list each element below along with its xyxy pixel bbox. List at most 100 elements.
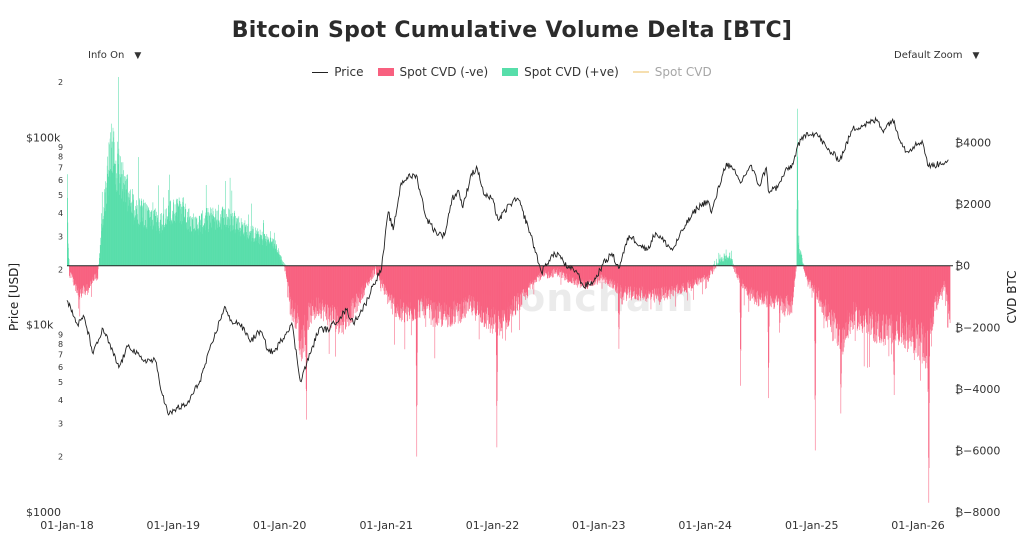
cvd-bar-positive [281, 256, 282, 266]
cvd-bar-negative [777, 265, 778, 306]
cvd-bar-negative [391, 265, 393, 295]
cvd-bar-negative [639, 265, 640, 297]
cvd-bar-negative [611, 265, 613, 280]
cvd-bar-positive [803, 263, 804, 266]
cvd-bar-positive [263, 238, 265, 266]
cvd-bar-positive [269, 248, 271, 266]
cvd-bar-negative [843, 265, 845, 348]
cvd-bar-positive [802, 261, 803, 266]
cvd-bar-negative [927, 265, 929, 390]
cvd-bar-negative [581, 265, 582, 287]
cvd-bar-negative [830, 265, 831, 327]
cvd-bar-positive [199, 219, 201, 266]
cvd-bar-negative [78, 265, 80, 298]
cvd-bar-negative [711, 265, 713, 274]
y-left-tick-label: 7 [58, 351, 63, 360]
cvd-bar-positive [283, 261, 284, 266]
cvd-bar-positive [281, 264, 283, 266]
cvd-bar-negative [664, 265, 666, 288]
cvd-bar-negative [655, 265, 656, 294]
cvd-bar-negative [703, 265, 705, 275]
cvd-bar-negative [932, 265, 933, 331]
cvd-bar-negative [833, 265, 835, 314]
cvd-bar-negative [579, 265, 581, 281]
cvd-bar-positive [730, 258, 731, 266]
cvd-bar-negative [460, 265, 462, 318]
cvd-bar-negative [511, 265, 512, 311]
cvd-bar-positive [718, 263, 719, 266]
cvd-bar-negative [935, 265, 936, 302]
cvd-bar-negative [402, 265, 404, 308]
cvd-bar-negative [841, 265, 842, 374]
cvd-bar-negative [859, 265, 860, 324]
legend-item-price[interactable]: Price [312, 65, 364, 79]
cvd-bar-negative [477, 265, 478, 306]
cvd-bar-positive [152, 229, 153, 266]
cvd-bar-negative [296, 265, 298, 314]
cvd-bar-negative [780, 265, 782, 296]
cvd-bar-negative [94, 265, 95, 280]
cvd-bar-positive [161, 213, 162, 266]
cvd-bar-positive [134, 216, 136, 266]
cvd-bar-positive [138, 223, 139, 266]
cvd-bar-negative [850, 265, 851, 315]
cvd-bar-negative [319, 265, 321, 314]
cvd-bar-negative [627, 265, 629, 290]
cvd-bar-negative [686, 265, 688, 289]
cvd-bar-negative [674, 265, 676, 288]
cvd-bar-negative [590, 265, 591, 281]
cvd-bar-negative [949, 265, 951, 320]
cvd-bar-negative [897, 265, 898, 331]
cvd-bar-negative [761, 265, 763, 305]
cvd-bar-negative [625, 265, 626, 287]
cvd-bar-negative [570, 265, 571, 282]
cvd-bar-negative [505, 265, 506, 341]
cvd-bar-negative [524, 265, 525, 297]
legend-item-cvd[interactable]: Spot CVD [632, 65, 712, 79]
cvd-bar-negative [653, 265, 654, 294]
cvd-bar-negative [477, 265, 478, 302]
cvd-bar-negative [710, 265, 711, 271]
cvd-bar-negative [740, 265, 742, 318]
cvd-bar-positive [245, 239, 247, 266]
cvd-bar-negative [368, 265, 370, 279]
cvd-bar-negative [640, 265, 642, 286]
cvd-bar-negative [888, 265, 889, 320]
cvd-bar-negative [631, 265, 633, 298]
cvd-bar-negative [856, 265, 858, 331]
cvd-bar-positive [258, 238, 260, 266]
cvd-bar-negative [406, 265, 407, 307]
cvd-bar-positive [131, 211, 132, 266]
cvd-bar-negative [949, 265, 951, 324]
cvd-bar-negative [602, 265, 603, 276]
cvd-bar-positive [222, 210, 224, 266]
cvd-bar-negative [705, 265, 706, 290]
cvd-bar-negative [627, 265, 629, 294]
cvd-bar-negative [534, 265, 536, 283]
cvd-bar-negative [937, 265, 938, 297]
cvd-bar-negative [295, 265, 297, 303]
cvd-bar-positive [211, 212, 212, 266]
cvd-bar-negative [929, 265, 931, 334]
cvd-bar-positive [241, 222, 243, 266]
legend-item-cvd-positive[interactable]: Spot CVD (+ve) [502, 65, 619, 79]
cvd-bar-negative [344, 265, 345, 312]
cvd-bar-negative [390, 265, 391, 299]
cvd-bar-negative [523, 265, 524, 297]
cvd-bar-negative [410, 265, 411, 311]
cvd-bar-negative [851, 265, 852, 321]
cvd-bar-negative [325, 265, 326, 305]
cvd-bar-negative [816, 265, 817, 288]
info-toggle[interactable]: Info On ▼ [88, 50, 141, 61]
cvd-bar-positive [166, 208, 167, 266]
cvd-bar-negative [890, 265, 892, 315]
cvd-bar-negative [583, 265, 585, 284]
y-left-tick-label: 3 [58, 232, 63, 241]
zoom-dropdown[interactable]: Default Zoom ▼ [894, 50, 979, 61]
cvd-bar-positive [264, 242, 265, 266]
cvd-bar-negative [360, 265, 361, 303]
cvd-bar-negative [838, 265, 839, 346]
legend-item-cvd-negative[interactable]: Spot CVD (-ve) [377, 65, 488, 79]
cvd-bar-negative [581, 265, 582, 284]
cvd-bar-negative [750, 265, 752, 290]
